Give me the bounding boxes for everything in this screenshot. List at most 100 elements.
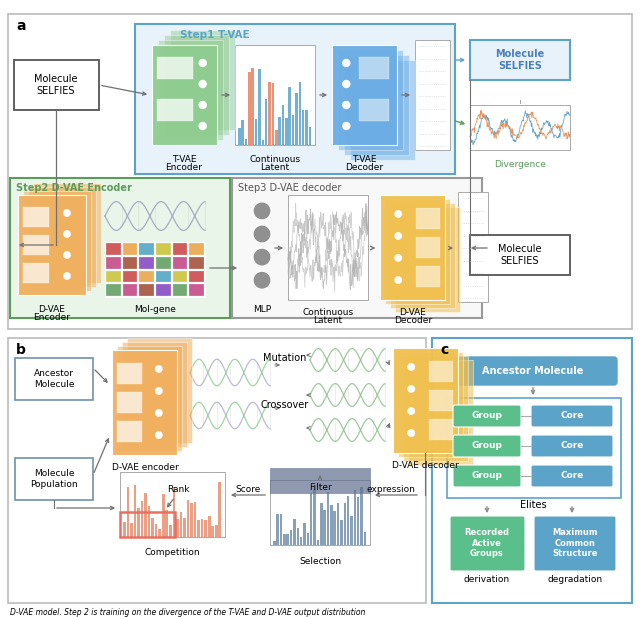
Bar [164, 35, 229, 135]
Bar [15, 458, 93, 500]
Text: Core: Core [560, 412, 584, 421]
Bar [148, 506, 150, 537]
Bar [158, 40, 223, 140]
Bar [180, 511, 182, 537]
Bar [432, 338, 632, 603]
Bar [8, 338, 426, 603]
Text: Step2 D-VAE Encoder: Step2 D-VAE Encoder [16, 183, 132, 193]
Bar [307, 532, 309, 545]
Text: Encoder: Encoder [33, 313, 70, 322]
Bar [244, 139, 247, 145]
Bar [123, 284, 138, 296]
Bar [332, 45, 397, 145]
Text: a: a [16, 19, 26, 33]
Bar [359, 57, 388, 79]
Bar [156, 284, 171, 296]
Circle shape [64, 273, 70, 280]
Bar [123, 257, 138, 268]
Bar [117, 346, 182, 451]
Bar [140, 270, 154, 282]
Bar [134, 485, 136, 537]
Bar [290, 529, 292, 545]
Circle shape [343, 59, 350, 67]
Text: D-VAE: D-VAE [38, 305, 65, 314]
Text: Decoder: Decoder [394, 316, 432, 325]
Bar [275, 130, 278, 145]
Circle shape [253, 271, 271, 289]
Bar [333, 511, 336, 545]
Bar [271, 83, 274, 145]
Bar [398, 352, 463, 457]
Bar [287, 534, 289, 545]
Bar [338, 50, 403, 150]
FancyBboxPatch shape [450, 357, 617, 385]
Circle shape [156, 410, 162, 416]
Bar [190, 503, 193, 537]
Circle shape [199, 102, 206, 109]
Bar [305, 110, 308, 145]
Text: D-VAE encoder: D-VAE encoder [111, 463, 179, 472]
Circle shape [156, 387, 162, 394]
Bar [152, 45, 217, 145]
Bar [173, 243, 188, 255]
Bar [189, 243, 204, 255]
Bar [241, 120, 244, 145]
Bar [211, 526, 214, 537]
Circle shape [343, 123, 350, 130]
Bar [173, 284, 188, 296]
Text: expression: expression [366, 486, 415, 494]
Bar [337, 503, 339, 545]
Bar [183, 518, 186, 537]
Bar [8, 14, 632, 329]
Bar [429, 390, 454, 411]
Text: Group: Group [472, 471, 502, 481]
Bar [157, 99, 193, 121]
Bar [323, 510, 326, 545]
Circle shape [395, 210, 401, 217]
Circle shape [253, 225, 271, 243]
Circle shape [199, 59, 206, 67]
Text: D-VAE model. Step 2 is training on the divergence of the T-VAE and D-VAE output : D-VAE model. Step 2 is training on the d… [10, 608, 365, 617]
Bar [123, 522, 125, 537]
Bar [470, 235, 570, 275]
Bar [123, 243, 138, 255]
Bar [265, 99, 268, 145]
Bar [10, 178, 230, 318]
Bar [326, 492, 329, 545]
Bar [18, 195, 86, 295]
Text: Step3 D-VAE decoder: Step3 D-VAE decoder [238, 183, 341, 193]
Bar [123, 270, 138, 282]
Text: T-VAE: T-VAE [172, 155, 196, 164]
Bar [408, 360, 473, 465]
Bar [156, 257, 171, 268]
Bar [359, 99, 388, 121]
Bar [273, 541, 275, 545]
Bar [268, 83, 271, 145]
Bar [295, 93, 298, 145]
Bar [458, 192, 488, 302]
Bar [238, 128, 241, 145]
Bar [330, 505, 333, 545]
Bar [470, 40, 570, 80]
Text: Competition: Competition [144, 548, 200, 557]
Bar [258, 69, 260, 145]
Text: Latent: Latent [260, 163, 289, 172]
Bar [390, 203, 455, 308]
Circle shape [253, 248, 271, 266]
FancyBboxPatch shape [534, 516, 616, 571]
Circle shape [395, 277, 401, 283]
FancyBboxPatch shape [453, 465, 521, 487]
Bar [350, 516, 353, 545]
Bar [270, 468, 370, 493]
Circle shape [156, 366, 162, 372]
Text: Maximum
Common
Structure: Maximum Common Structure [552, 528, 598, 558]
Text: Recorded
Active
Groups: Recorded Active Groups [465, 528, 509, 558]
Bar [364, 532, 366, 545]
Bar [340, 520, 342, 545]
Bar [416, 237, 440, 258]
Bar [24, 263, 49, 283]
Bar [353, 490, 356, 545]
Bar [106, 243, 121, 255]
Text: Molecule
Population: Molecule Population [30, 470, 78, 489]
Bar [293, 519, 296, 545]
